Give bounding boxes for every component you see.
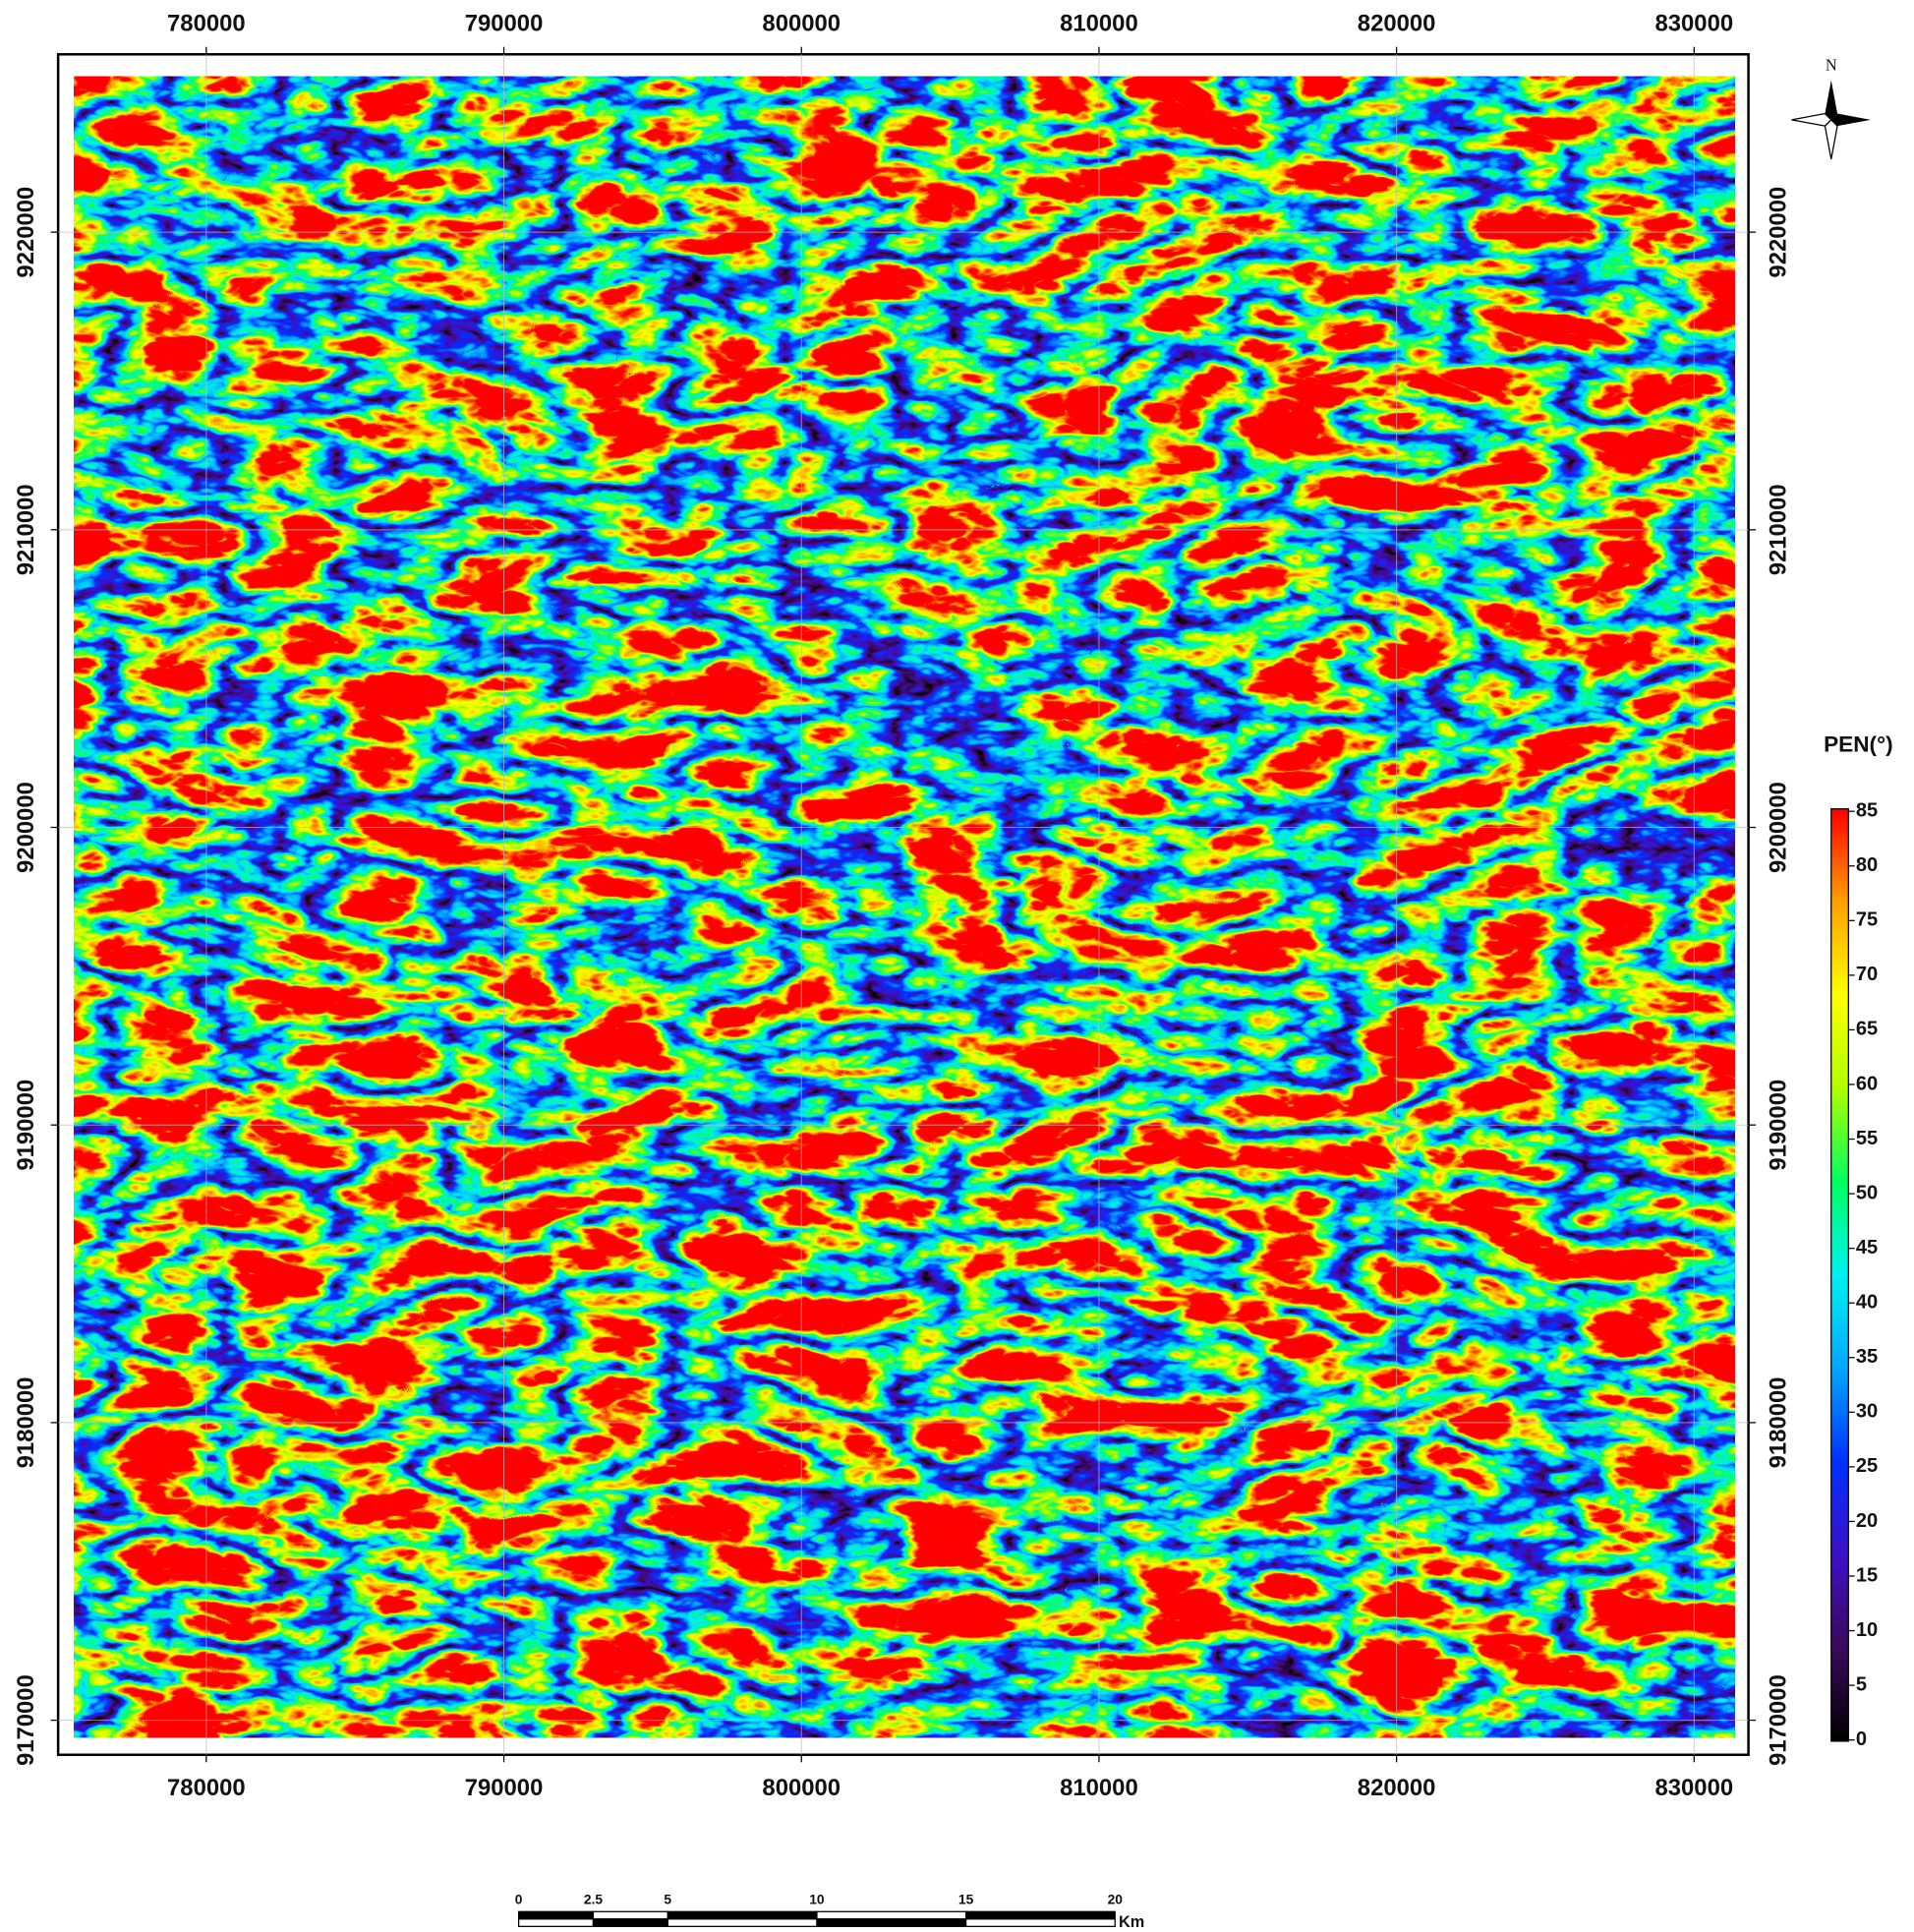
scale-label: 15 (958, 1892, 974, 1907)
colorbar-tick-label: 65 (1856, 1019, 1878, 1040)
scale-label: 10 (809, 1892, 825, 1907)
colorbar-tick-label: 25 (1856, 1455, 1878, 1477)
y-tick-label: 9170000 (13, 1674, 39, 1766)
x-tick-label: 780000 (167, 10, 246, 36)
y-tick-label: 9180000 (13, 1376, 39, 1468)
colorbar-tick-label: 5 (1856, 1673, 1867, 1695)
scale-bar: 0 2.5 5 10 15 20 Km (515, 1892, 1145, 1931)
scale-segment (667, 1919, 817, 1927)
scale-label: 2.5 (584, 1892, 604, 1907)
scale-segment (817, 1911, 966, 1919)
y-tick-label: 9190000 (13, 1080, 39, 1171)
colorbar-tick-label: 20 (1856, 1510, 1878, 1532)
x-tick-label: 810000 (1060, 1775, 1138, 1801)
colorbar-tick-label: 85 (1856, 799, 1878, 821)
map-figure: N PEN(°) 0510152025303540455055606570758… (0, 0, 1914, 1932)
colorbar-tick-label: 80 (1856, 854, 1878, 876)
x-tick-label: 790000 (465, 10, 544, 36)
x-tick-label: 780000 (167, 1775, 246, 1801)
x-tick-label: 820000 (1358, 10, 1436, 36)
y-tick-label: 9170000 (1765, 1674, 1791, 1766)
scale-segment (966, 1911, 1116, 1919)
x-tick-label: 800000 (762, 1775, 841, 1801)
colorbar-tick-label: 60 (1856, 1073, 1878, 1094)
x-tick-label: 830000 (1655, 10, 1734, 36)
y-tick-label: 9220000 (13, 187, 39, 278)
scale-segment (593, 1911, 667, 1919)
y-tick-label: 9220000 (1765, 187, 1791, 278)
colorbar-tick-label: 10 (1856, 1619, 1878, 1641)
slope-raster (74, 77, 1734, 1737)
north-arrow: N (1792, 56, 1871, 159)
scale-label: 20 (1108, 1892, 1124, 1907)
y-tick-label: 9210000 (13, 484, 39, 575)
scale-segment (519, 1919, 594, 1927)
scale-segment (519, 1911, 594, 1919)
scale-label: 0 (515, 1892, 523, 1907)
colorbar-tick-label: 35 (1856, 1346, 1878, 1368)
page: N PEN(°) 0510152025303540455055606570758… (0, 0, 1914, 1932)
colorbar-tick-label: 55 (1856, 1128, 1878, 1149)
scale-segment (667, 1911, 817, 1919)
legend-title: PEN(°) (1824, 732, 1893, 757)
x-tick-label: 810000 (1060, 10, 1138, 36)
x-tick-label: 830000 (1655, 1775, 1734, 1801)
colorbar-tick-label: 0 (1856, 1728, 1867, 1750)
colorbar-tick-label: 50 (1856, 1182, 1878, 1203)
scale-segment (817, 1919, 966, 1927)
north-label: N (1826, 56, 1837, 75)
colorbar (1831, 809, 1849, 1741)
y-tick-label: 9210000 (1765, 484, 1791, 575)
x-tick-label: 790000 (465, 1775, 544, 1801)
colorbar-tick-label: 15 (1856, 1564, 1878, 1586)
scale-unit: Km (1119, 1913, 1144, 1931)
y-tick-label: 9200000 (1765, 782, 1791, 873)
y-tick-label: 9200000 (13, 782, 39, 873)
colorbar-tick-label: 70 (1856, 964, 1878, 985)
colorbar-tick-label: 30 (1856, 1401, 1878, 1423)
colorbar-tick-label: 40 (1856, 1292, 1878, 1314)
colorbar-tick-label: 75 (1856, 909, 1878, 931)
x-tick-label: 820000 (1358, 1775, 1436, 1801)
scale-segment (966, 1919, 1116, 1927)
y-tick-label: 9180000 (1765, 1376, 1791, 1468)
scale-label: 5 (664, 1892, 671, 1907)
scale-segment (593, 1919, 667, 1927)
x-tick-label: 800000 (762, 10, 841, 36)
y-tick-label: 9190000 (1765, 1080, 1791, 1171)
colorbar-ticks: 0 5 10 15 20 25 30 35 40 45 50 55 60 65 70 75 80 85 (1848, 799, 1878, 1750)
colorbar-tick-label: 45 (1856, 1237, 1878, 1259)
